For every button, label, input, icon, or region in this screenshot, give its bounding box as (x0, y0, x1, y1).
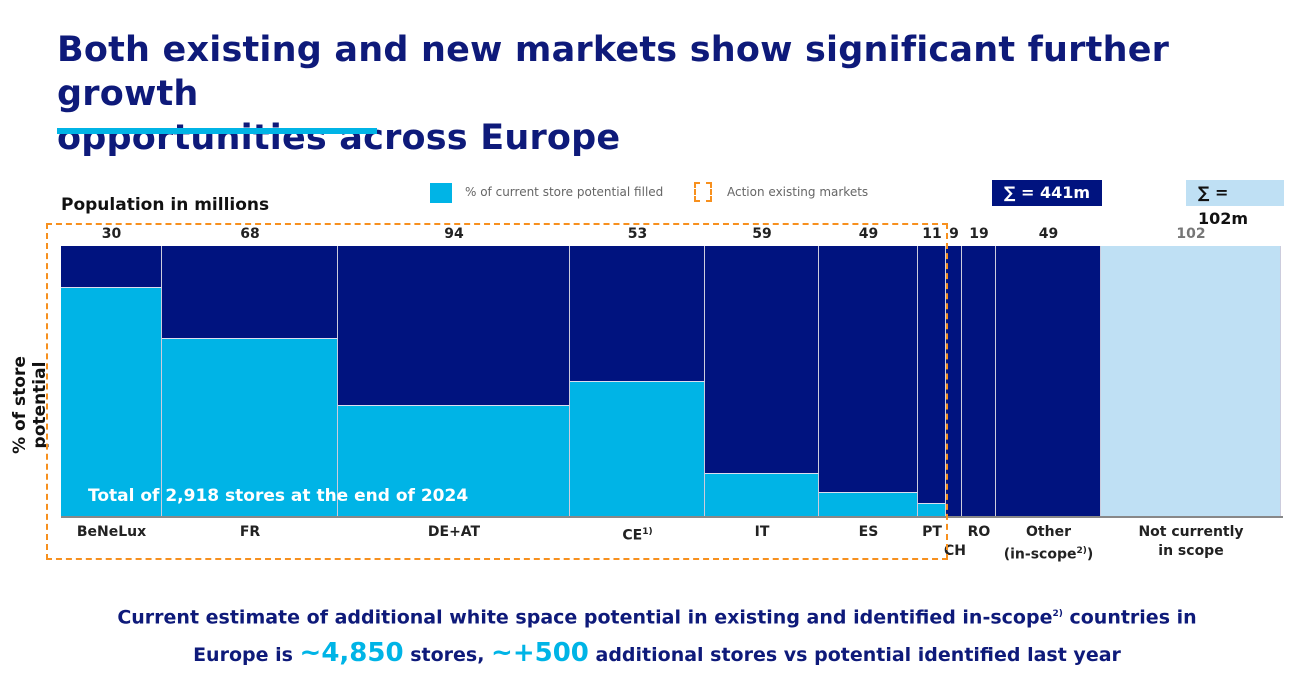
bar-filled-3 (570, 381, 705, 516)
category-label: IT (754, 524, 770, 540)
population-label: 53 (627, 226, 648, 242)
sum-in-scope: ∑ = 441m (992, 180, 1103, 206)
bar-unfilled-4 (705, 246, 819, 516)
title-underline (57, 128, 377, 134)
highlight-additional-stores: ~+500 (491, 638, 589, 669)
footer-text: countries in (1062, 606, 1197, 629)
category-label: FR (239, 524, 261, 540)
population-label: 102 (1176, 226, 1206, 242)
category-label: RO (967, 524, 991, 540)
x-axis-line (61, 516, 1283, 518)
population-label: 9 (949, 226, 959, 242)
legend-swatch-filled (430, 183, 452, 203)
action-existing-markets-box (46, 223, 948, 560)
legend-swatch-action (694, 182, 712, 202)
category-label: CE1) (622, 527, 653, 544)
sum-not-in-scope: ∑ = 102m (1186, 180, 1284, 228)
footer-statement: Current estimate of additional white spa… (0, 596, 1314, 673)
total-stores-annotation: Total of 2,918 stores at the end of 2024 (88, 486, 469, 506)
bar-filled-2 (338, 405, 570, 516)
category-label: Other (in-scope2)) (1003, 524, 1094, 563)
population-label: 30 (101, 226, 122, 242)
bar-unfilled-5 (819, 246, 918, 516)
category-label: ES (858, 524, 879, 540)
title-line-2: opportunities across Europe (57, 118, 621, 158)
title-line-1: Both existing and new markets show signi… (57, 30, 1170, 114)
footer-text: additional stores vs potential identifie… (588, 644, 1121, 667)
footer-text: Europe is (193, 644, 300, 667)
page-title: Both existing and new markets show signi… (57, 28, 1314, 160)
bar-filled-1 (162, 337, 338, 516)
footer-text: Current estimate of additional white spa… (117, 606, 1053, 629)
x-axis-label: Population in millions (61, 195, 270, 215)
legend-action-label: Action existing markets (727, 185, 869, 199)
category-label: BeNeLux (76, 524, 147, 540)
bar-filled-5 (819, 491, 918, 516)
legend-filled-label: % of current store potential filled (465, 185, 664, 199)
population-label: 49 (1038, 226, 1059, 242)
bar-unfilled-6 (918, 246, 946, 516)
category-label: PT (922, 524, 942, 540)
category-label: DE+AT (427, 524, 481, 540)
bar-unfilled-10 (1101, 246, 1281, 516)
population-label: 19 (969, 226, 989, 242)
category-label: CH (944, 543, 966, 559)
population-label: 94 (444, 226, 464, 242)
population-label: 68 (240, 226, 260, 242)
bar-filled-6 (918, 502, 946, 516)
bar-unfilled-9 (996, 246, 1101, 516)
bar-unfilled-8 (962, 246, 996, 516)
footer-text: stores, (403, 644, 492, 667)
population-label: 59 (752, 226, 772, 242)
category-label: Not currently in scope (1138, 524, 1244, 559)
bar-filled-0 (61, 286, 162, 516)
highlight-store-potential: ~4,850 (299, 638, 404, 669)
y-axis-label: % of store potential (10, 356, 50, 454)
population-label: 49 (858, 226, 879, 242)
bar-unfilled-7 (946, 246, 962, 516)
bar-filled-4 (705, 472, 819, 516)
footnote-ref: 2) (1052, 609, 1063, 619)
population-label: 11 (922, 226, 942, 242)
